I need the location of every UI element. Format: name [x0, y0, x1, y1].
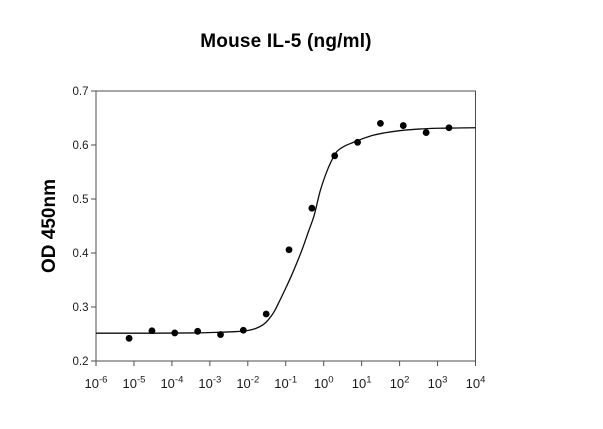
- fit-curve: [95, 127, 476, 334]
- x-tick-label: 102: [390, 375, 410, 392]
- x-tick-label: 10-5: [122, 375, 145, 392]
- x-tick-label: 103: [428, 375, 448, 392]
- y-tick-label: 0.7: [73, 86, 89, 98]
- data-point: [331, 152, 339, 160]
- data-point: [148, 327, 156, 335]
- x-tick-label: 10-1: [274, 375, 297, 392]
- data-point: [399, 122, 407, 129]
- data-point: [354, 138, 361, 146]
- x-tick-label: 10-2: [236, 375, 259, 392]
- data-point: [125, 334, 133, 342]
- y-tick-label: 0.3: [73, 302, 89, 314]
- data-point: [239, 326, 247, 334]
- data-point: [285, 246, 293, 254]
- data-point: [262, 310, 270, 318]
- data-point: [217, 331, 224, 338]
- y-tick-label: 0.2: [73, 356, 89, 368]
- y-tick-label: 0.4: [73, 248, 90, 260]
- y-tick-label: 0.5: [73, 194, 89, 206]
- data-point: [194, 327, 202, 335]
- data-point: [308, 204, 316, 212]
- data-point: [422, 129, 430, 136]
- data-point: [171, 329, 179, 337]
- x-tick-label: 104: [466, 375, 486, 392]
- chart-title: Mouse IL-5 (ng/ml): [200, 31, 372, 52]
- data-point: [445, 124, 453, 132]
- data-point: [377, 120, 384, 127]
- plot-frame: [95, 90, 476, 362]
- y-tick-label: 0.6: [73, 140, 89, 152]
- x-tick-label: 100: [314, 375, 334, 392]
- x-tick-label: 10-3: [198, 375, 221, 392]
- x-tick-label: 101: [352, 375, 372, 392]
- x-tick-label: 10-4: [160, 375, 183, 392]
- x-tick-label: 10-6: [85, 375, 108, 392]
